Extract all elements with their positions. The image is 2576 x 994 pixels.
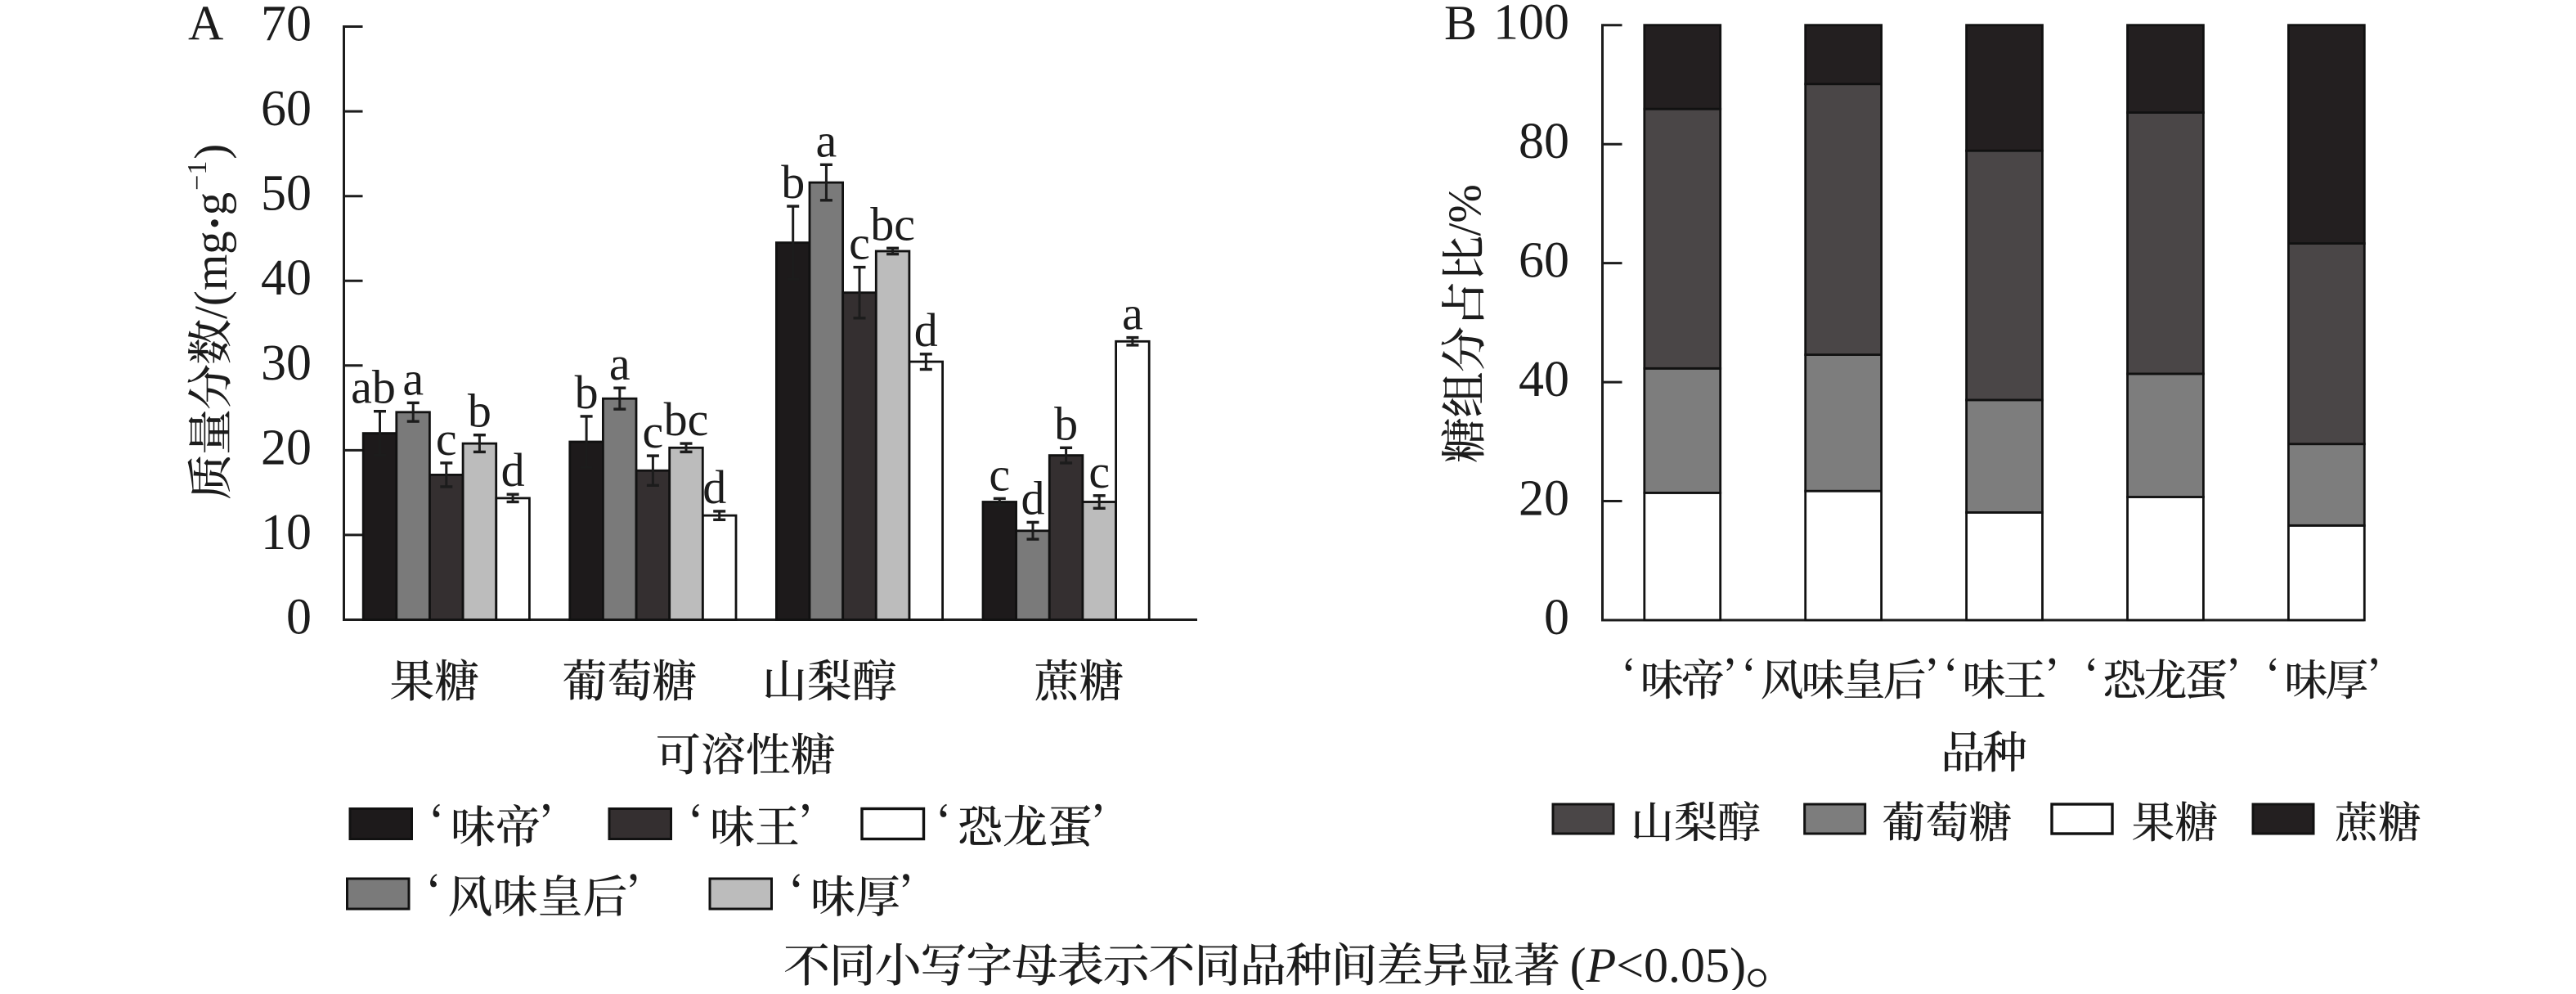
svg-text:c: c: [989, 448, 1010, 501]
svg-text:bc: bc: [664, 393, 709, 446]
svg-text:0: 0: [286, 590, 312, 645]
svg-text:c: c: [849, 217, 870, 270]
svg-text:b: b: [575, 366, 599, 419]
svg-text:g: g: [186, 192, 237, 216]
svg-text:20: 20: [1519, 471, 1569, 527]
svg-text:d: d: [1021, 471, 1045, 524]
svg-text:/%: /%: [1439, 184, 1491, 236]
svg-text:a: a: [609, 337, 631, 390]
svg-text:d: d: [702, 461, 726, 514]
svg-text:a: a: [402, 352, 424, 405]
svg-text:0: 0: [1544, 590, 1569, 645]
svg-text:): ): [186, 144, 237, 160]
svg-text:d: d: [914, 304, 938, 357]
svg-text:−1: −1: [182, 161, 213, 191]
svg-text:B: B: [1444, 0, 1477, 50]
svg-text:40: 40: [261, 250, 312, 306]
svg-text:80: 80: [1519, 114, 1569, 169]
svg-text:a: a: [816, 114, 837, 167]
svg-text:): ): [1730, 938, 1746, 990]
svg-text:b: b: [781, 155, 805, 209]
svg-text:40: 40: [1519, 352, 1569, 407]
svg-text:<0.05: <0.05: [1616, 938, 1730, 990]
svg-text:bc: bc: [870, 197, 915, 250]
svg-text:A: A: [188, 0, 223, 51]
svg-text:20: 20: [261, 420, 312, 475]
svg-text:50: 50: [261, 166, 312, 222]
svg-text:100: 100: [1493, 0, 1569, 51]
svg-text:b: b: [1054, 397, 1078, 450]
svg-text:c: c: [436, 412, 457, 466]
svg-text:c: c: [1088, 445, 1110, 498]
svg-text:b: b: [468, 385, 491, 438]
svg-text:(: (: [1570, 938, 1586, 990]
svg-text:c: c: [643, 405, 664, 458]
svg-text:d: d: [501, 443, 525, 497]
svg-text:60: 60: [261, 81, 312, 137]
svg-text:a: a: [1122, 287, 1143, 340]
svg-text:10: 10: [261, 505, 312, 560]
svg-text:/(mg: /(mg: [186, 231, 237, 319]
svg-text:70: 70: [261, 0, 312, 52]
svg-text:P: P: [1586, 938, 1617, 990]
svg-text:30: 30: [261, 335, 312, 391]
svg-text:ab: ab: [351, 361, 396, 414]
svg-text:60: 60: [1519, 233, 1569, 289]
